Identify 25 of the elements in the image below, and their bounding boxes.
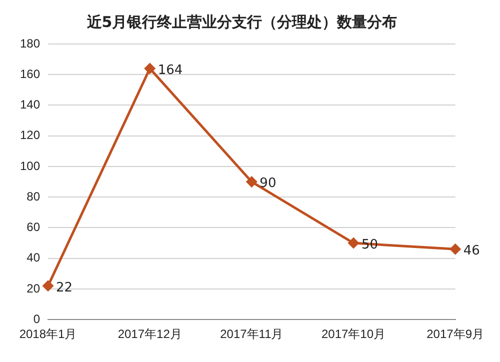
x-tick-label: 2017年10月 [321, 327, 386, 342]
y-tick-label: 80 [26, 189, 40, 204]
data-label: 22 [56, 280, 73, 296]
point [348, 238, 359, 248]
y-tick-label: 140 [20, 98, 40, 112]
x-tick-label: 2017年12月 [118, 327, 182, 342]
x-tick-label: 2018年1月 [19, 327, 77, 342]
y-tick-label: 20 [26, 281, 40, 296]
point [450, 244, 461, 254]
y-tick-label: 40 [26, 250, 40, 265]
x-tick-label: 2017年11月 [220, 327, 284, 342]
y-tick-label: 160 [20, 66, 40, 81]
x-tick-label: 2017年9月 [426, 327, 484, 342]
chart-title: 近5月银行终止营业分支行（分理处）数量分布 [86, 12, 398, 31]
y-tick-label: 120 [20, 128, 40, 142]
y-tick-label: 180 [20, 36, 40, 50]
data-label: 164 [158, 62, 183, 78]
point [246, 176, 257, 188]
y-tick-label: 0 [33, 312, 40, 326]
y-tick-label: 100 [20, 158, 40, 173]
data-label: 90 [260, 176, 276, 192]
point [42, 280, 54, 292]
y-tick-label: 60 [26, 220, 40, 234]
point [144, 63, 156, 74]
data-label: 46 [463, 244, 480, 259]
